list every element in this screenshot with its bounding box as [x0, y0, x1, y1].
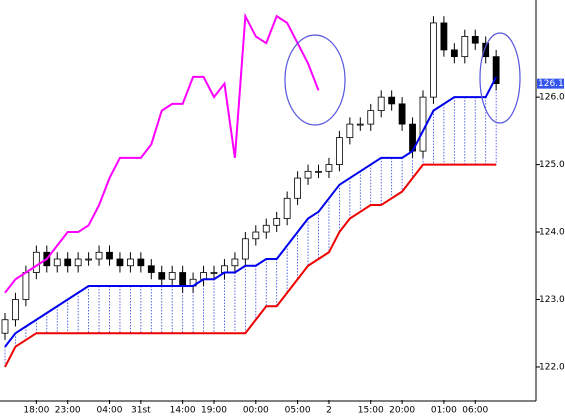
candle-body: [32, 251, 40, 273]
candle-body: [137, 258, 145, 267]
candle-body: [127, 258, 134, 267]
candle-body: [419, 96, 427, 152]
candle-body: [85, 258, 92, 261]
price-label-box: [537, 78, 564, 89]
x-tick-label: 18:00: [23, 406, 49, 416]
candle-body: [294, 177, 302, 199]
candle-body: [116, 258, 124, 267]
candle-body: [450, 49, 458, 58]
y-tick-label: 124.000: [539, 228, 565, 238]
x-tick-label: 14:00: [170, 406, 196, 416]
candle-body: [179, 272, 187, 287]
candle-body: [356, 123, 364, 126]
candle-body: [168, 272, 176, 280]
candle-body: [262, 224, 270, 233]
indicator-line: [4, 163, 497, 368]
plot-area: [1, 12, 500, 368]
candle-body: [377, 96, 385, 112]
candle-body: [492, 56, 500, 85]
price-label: 126.168: [538, 79, 565, 89]
x-tick-label: 20:00: [389, 406, 415, 416]
candle-body: [231, 258, 239, 267]
candle-body: [471, 36, 479, 44]
candle-body: [388, 96, 396, 105]
candle-body: [325, 164, 333, 172]
x-tick-label: 00:00: [243, 406, 269, 416]
candle-body: [241, 238, 249, 260]
x-tick-label: 06:00: [462, 406, 488, 416]
annotation-circle: [284, 34, 346, 126]
annotation-circle: [479, 32, 521, 124]
candle-body: [252, 231, 260, 240]
candle-body: [221, 265, 228, 273]
candle-body: [1, 319, 9, 334]
candle-body: [461, 36, 469, 58]
candle-body: [482, 42, 490, 58]
y-tick-label: 126.000: [539, 93, 565, 103]
candle-body: [95, 251, 103, 260]
x-tick-label: 31st: [131, 406, 151, 416]
candle-body: [64, 258, 72, 267]
candle-body: [273, 218, 281, 226]
candle-body: [367, 110, 375, 125]
candle-body: [398, 103, 406, 125]
x-tick-label: 05:00: [285, 406, 311, 416]
candle-body: [147, 265, 155, 273]
candle-body: [283, 197, 291, 219]
candle-body: [12, 299, 19, 321]
y-tick-label: 123.000: [539, 295, 565, 305]
candle-body: [22, 272, 30, 300]
candle-body: [200, 272, 207, 280]
candle-body: [106, 251, 113, 260]
x-tick-label: 01:00: [431, 406, 457, 416]
indicator-line: [4, 76, 498, 348]
x-tick-label: 2: [326, 406, 332, 416]
candle-body: [74, 258, 82, 267]
x-tick-label: 04:00: [97, 406, 123, 416]
candle-body: [346, 123, 354, 139]
candle-body: [440, 22, 448, 51]
candle-body: [210, 272, 218, 274]
candle-body: [158, 272, 166, 280]
candle-body: [304, 170, 312, 179]
x-tick-label: 19:00: [201, 406, 227, 416]
y-tick-label: 122.000: [539, 362, 565, 372]
candle-body: [315, 170, 322, 173]
x-tick-label: 23:00: [55, 406, 81, 416]
y-tick-label: 125.000: [539, 160, 565, 170]
indicator-line: [4, 12, 320, 294]
candle-body: [53, 258, 61, 267]
candle-body: [430, 22, 437, 98]
candle-body: [335, 137, 343, 165]
x-tick-label: 15:00: [358, 406, 384, 416]
